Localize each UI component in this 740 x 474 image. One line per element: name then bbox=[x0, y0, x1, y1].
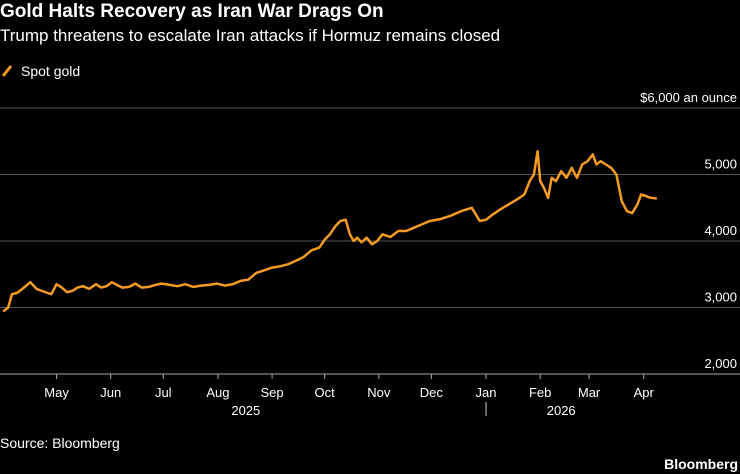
x-tick-label: Dec bbox=[420, 385, 444, 400]
x-tick-label: Oct bbox=[315, 385, 336, 400]
x-tick-label: Jun bbox=[100, 385, 121, 400]
y-tick-label: 3,000 bbox=[704, 290, 737, 305]
x-tick-label: Aug bbox=[206, 385, 229, 400]
x-tick-label: Jul bbox=[155, 385, 172, 400]
legend-label: Spot gold bbox=[21, 63, 81, 79]
x-tick-label: Mar bbox=[578, 385, 601, 400]
y-tick-label: 2,000 bbox=[704, 356, 737, 371]
y-tick-label: 5,000 bbox=[704, 157, 737, 172]
series-layer bbox=[2, 149, 658, 313]
x-tick-label: Feb bbox=[529, 385, 551, 400]
x-tick-label: May bbox=[44, 385, 69, 400]
chart-subtitle: Trump threatens to escalate Iran attacks… bbox=[0, 26, 501, 45]
x-year-label: 2026 bbox=[547, 403, 576, 418]
x-tick-label: Apr bbox=[634, 385, 655, 400]
grid: 2,000 3,000 4,000 5,000 $6,000 an ounce bbox=[0, 90, 740, 375]
x-axis: May Jun Jul Aug Sep Oct Nov Dec Jan Feb Mar Apr 2025… bbox=[0, 373, 740, 418]
x-year-label: 2025 bbox=[231, 403, 260, 418]
chart-title: Gold Halts Recovery as Iran War Drags On bbox=[0, 1, 384, 22]
brand-logo: Bloomberg bbox=[664, 456, 738, 472]
x-tick-label: Nov bbox=[367, 385, 391, 400]
legend: Spot gold bbox=[0, 62, 80, 80]
source-note: Source: Bloomberg bbox=[0, 435, 120, 451]
series-line-spot-gold bbox=[2, 149, 658, 313]
y-tick-label: 4,000 bbox=[704, 223, 737, 238]
legend-swatch-icon bbox=[1, 65, 13, 77]
x-tick-label: Sep bbox=[261, 385, 284, 400]
x-tick-label: Jan bbox=[476, 385, 497, 400]
y-axis-unit-label: $6,000 an ounce bbox=[640, 90, 737, 105]
